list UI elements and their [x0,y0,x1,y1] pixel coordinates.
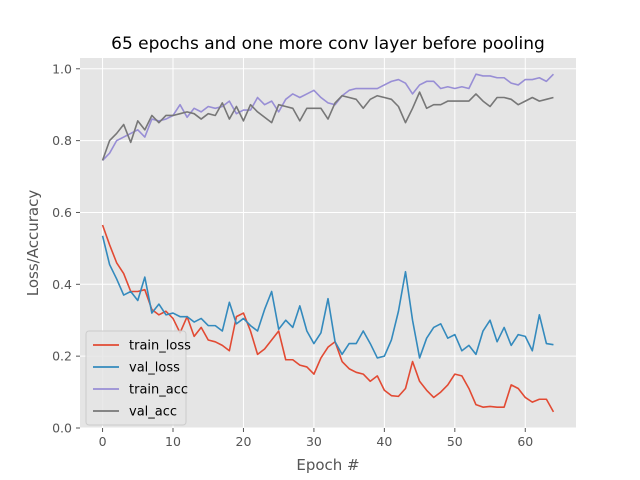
series-line-train-acc [101,73,555,161]
chart-title: 65 epochs and one more conv layer before… [111,34,545,54]
y-tick-label: 0.0 [52,421,72,436]
legend-label: val_loss [129,361,180,376]
series-line-train-loss [101,224,555,413]
legend-box [85,330,187,426]
series-line-val-acc [101,91,554,161]
y-tick-label: 0.2 [52,349,72,364]
legend-label: val_acc [129,405,177,420]
legend-label: train_loss [129,339,191,354]
legend-label: train_acc [129,383,188,398]
y-tick-label: 0.6 [52,205,72,220]
x-tick-label: 60 [517,434,533,449]
data-series [101,73,555,413]
y-axis-label: Loss/Accuracy [24,190,42,297]
y-tick-label: 1.0 [52,61,72,76]
y-tick-label: 0.8 [52,133,72,148]
x-tick-label: 20 [236,434,252,449]
grid-lines [80,58,576,429]
x-tick-label: 40 [376,434,392,449]
legend: train_loss val_loss train_acc val_acc [85,330,191,426]
x-tick-label: 10 [165,434,181,449]
x-axis-ticks: 0 10 20 30 40 50 60 [99,428,533,449]
y-axis-ticks: 0.0 0.2 0.4 0.6 0.8 1.0 [52,61,80,436]
x-tick-label: 50 [447,434,463,449]
x-axis-label: Epoch # [296,456,359,474]
y-tick-label: 0.4 [52,277,72,292]
series-line-val-loss [101,235,554,359]
x-tick-label: 30 [306,434,322,449]
x-tick-label: 0 [99,434,107,449]
